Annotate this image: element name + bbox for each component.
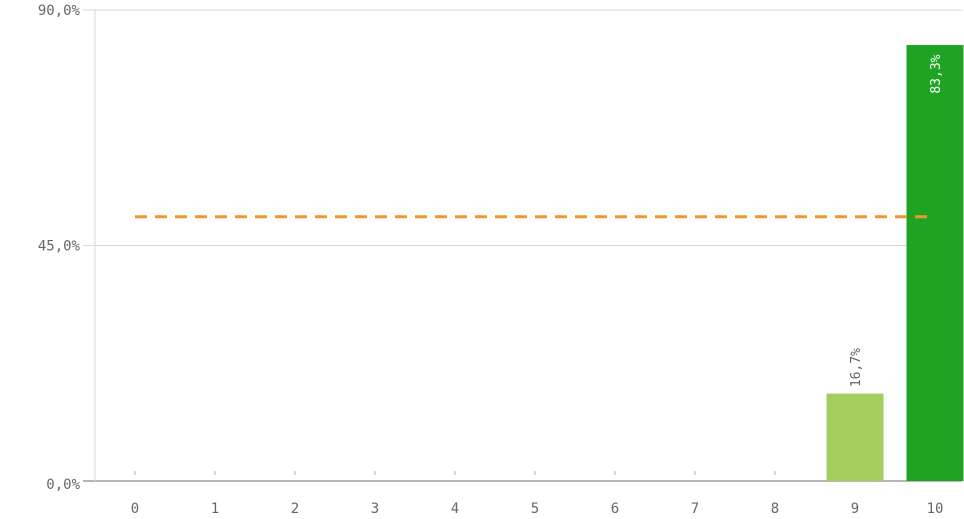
x-tick-label: 2 [291,501,299,517]
labels: 0,0% 45,0% 90,0% 0 1 2 3 4 5 6 7 8 9 16,7% 10 83,3% [38,3,944,517]
y-tick-label: 45,0% [38,239,81,255]
y-tick-label: 90,0% [38,3,81,19]
y-tick-label: 0,0% [46,477,80,493]
x-tick-label: 0 [131,501,139,517]
x-tick-label: 7 [691,501,699,517]
data-label: 83,3% [929,54,944,93]
x-tick-label: 8 [771,501,779,517]
x-tick-label: 10 [927,501,944,517]
x-tick-label: 1 [211,501,219,517]
bar-9 [826,393,884,481]
x-tick-label: 4 [451,501,459,517]
data-label: 16,7% [849,348,864,387]
gridlines [83,9,962,482]
x-tick-label: 6 [611,501,619,517]
x-tick-label: 5 [531,501,539,517]
x-tick-label: 9 [851,501,859,517]
bar-10 [906,45,964,482]
x-tick-label: 3 [371,501,379,517]
bars [826,45,964,482]
